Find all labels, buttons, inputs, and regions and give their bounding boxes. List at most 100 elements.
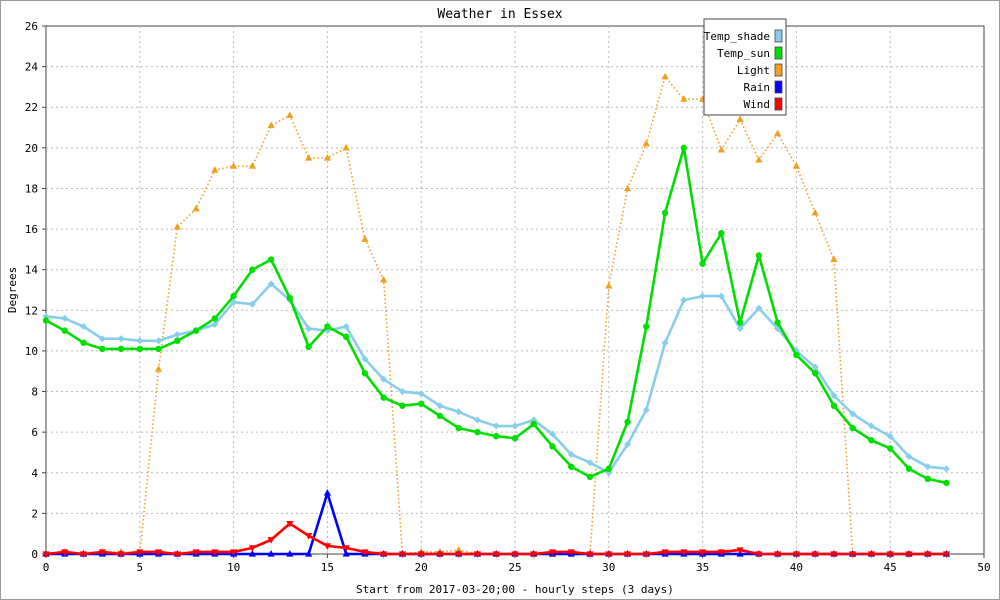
temp-sun-point (793, 351, 800, 359)
temp-shade-point (136, 337, 144, 345)
temp-sun-point (249, 266, 256, 273)
temp-sun-point (549, 443, 556, 450)
wind-point (642, 551, 650, 558)
temp-sun-point (661, 209, 669, 217)
temp-shade-point (867, 422, 875, 430)
wind-point (548, 549, 557, 556)
chart-title: Weather in Essex (437, 7, 562, 22)
light-point (267, 121, 275, 129)
temp-sun-point (811, 370, 819, 377)
legend-swatch-rain (774, 80, 783, 94)
temp-sun-point (418, 400, 425, 407)
y-tick-label: 12 (25, 304, 38, 317)
light-point (717, 145, 725, 153)
y-tick-label: 10 (25, 345, 38, 358)
wind-point (42, 551, 50, 558)
wind-point (942, 551, 951, 558)
wind-point (342, 545, 350, 552)
temp-sun-point (830, 402, 838, 409)
y-tick-label: 14 (25, 264, 39, 277)
wind-point (417, 551, 425, 558)
temp-shade-point (248, 300, 256, 308)
light-point (811, 208, 819, 216)
wind-point (305, 533, 313, 540)
light-point (286, 111, 294, 118)
series-temp-sun (42, 144, 950, 487)
wind-point (924, 551, 932, 558)
temp-shade-point (230, 298, 238, 306)
wind-point (605, 551, 613, 558)
temp-sun-point (736, 319, 744, 326)
temp-shade-point (717, 292, 725, 300)
x-tick-label: 35 (696, 561, 709, 574)
temp-shade-point (80, 323, 88, 331)
light-point (154, 365, 163, 372)
temp-shade-point (549, 430, 557, 438)
rain-point (342, 550, 350, 557)
rain-point (267, 550, 275, 557)
temp-shade-point (380, 375, 388, 383)
temp-shade-point (642, 406, 650, 414)
grid-lines (46, 26, 984, 554)
temp-shade-point (417, 390, 425, 398)
wind-point (680, 549, 688, 556)
temp-sun-point (305, 343, 312, 351)
temp-sun-point (586, 473, 594, 481)
x-tick-label: 30 (602, 561, 615, 574)
temp-shade-point (886, 432, 894, 440)
temp-sun-point (436, 412, 444, 420)
light-point (211, 166, 219, 173)
y-axis-label: Degrees (6, 267, 19, 313)
wind-point (736, 547, 744, 554)
y-tick-label: 2 (31, 507, 38, 520)
light-point (342, 143, 350, 151)
temp-shade-point (924, 463, 932, 471)
wind-point (792, 551, 800, 558)
temp-sun-point (905, 465, 913, 472)
y-tick-label: 24 (25, 61, 39, 74)
temp-shade-point (755, 304, 763, 312)
wind-point (699, 549, 707, 556)
temp-shade-point (736, 325, 744, 333)
wind-point (136, 549, 144, 556)
series-wind (42, 520, 951, 558)
x-tick-label: 5 (136, 561, 143, 574)
wind-point (867, 551, 876, 558)
temp-sun-point (455, 424, 462, 432)
wind-point (323, 543, 331, 550)
temp-shade-point (361, 355, 369, 363)
temp-sun-point (643, 323, 650, 330)
temp-shade-point (305, 325, 313, 333)
wind-point (849, 551, 857, 558)
wind-point (286, 520, 294, 528)
light-point (642, 139, 650, 147)
temp-sun-point (380, 394, 387, 401)
legend-swatch-wind (774, 97, 783, 111)
temp-shade-point (567, 450, 575, 458)
temp-shade-point (173, 331, 181, 339)
temp-sun-point (99, 345, 106, 353)
legend-label-light: Light (737, 64, 770, 77)
temp-shade-point (830, 392, 838, 400)
y-tick-label: 4 (31, 467, 38, 480)
y-tick-label: 0 (31, 548, 38, 561)
temp-shade-point (811, 363, 819, 371)
temp-sun-point (511, 435, 519, 442)
light-point (323, 154, 331, 161)
legend-swatch-temp-shade (774, 29, 783, 43)
wind-point (717, 549, 725, 556)
temp-sun-point (755, 252, 763, 259)
temp-shade-point (61, 314, 69, 322)
rain-point (286, 550, 294, 557)
legend-swatch-light (774, 63, 783, 77)
wind-point (492, 551, 500, 558)
x-axis-label: Start from 2017-03-20;00 - hourly steps … (356, 583, 674, 596)
plot-area (45, 25, 985, 555)
rain-point (305, 550, 313, 557)
light-point (774, 129, 782, 137)
wind-point (661, 549, 669, 556)
x-tick-label: 10 (227, 561, 240, 574)
light-point (230, 162, 238, 169)
wind-point (755, 551, 763, 558)
